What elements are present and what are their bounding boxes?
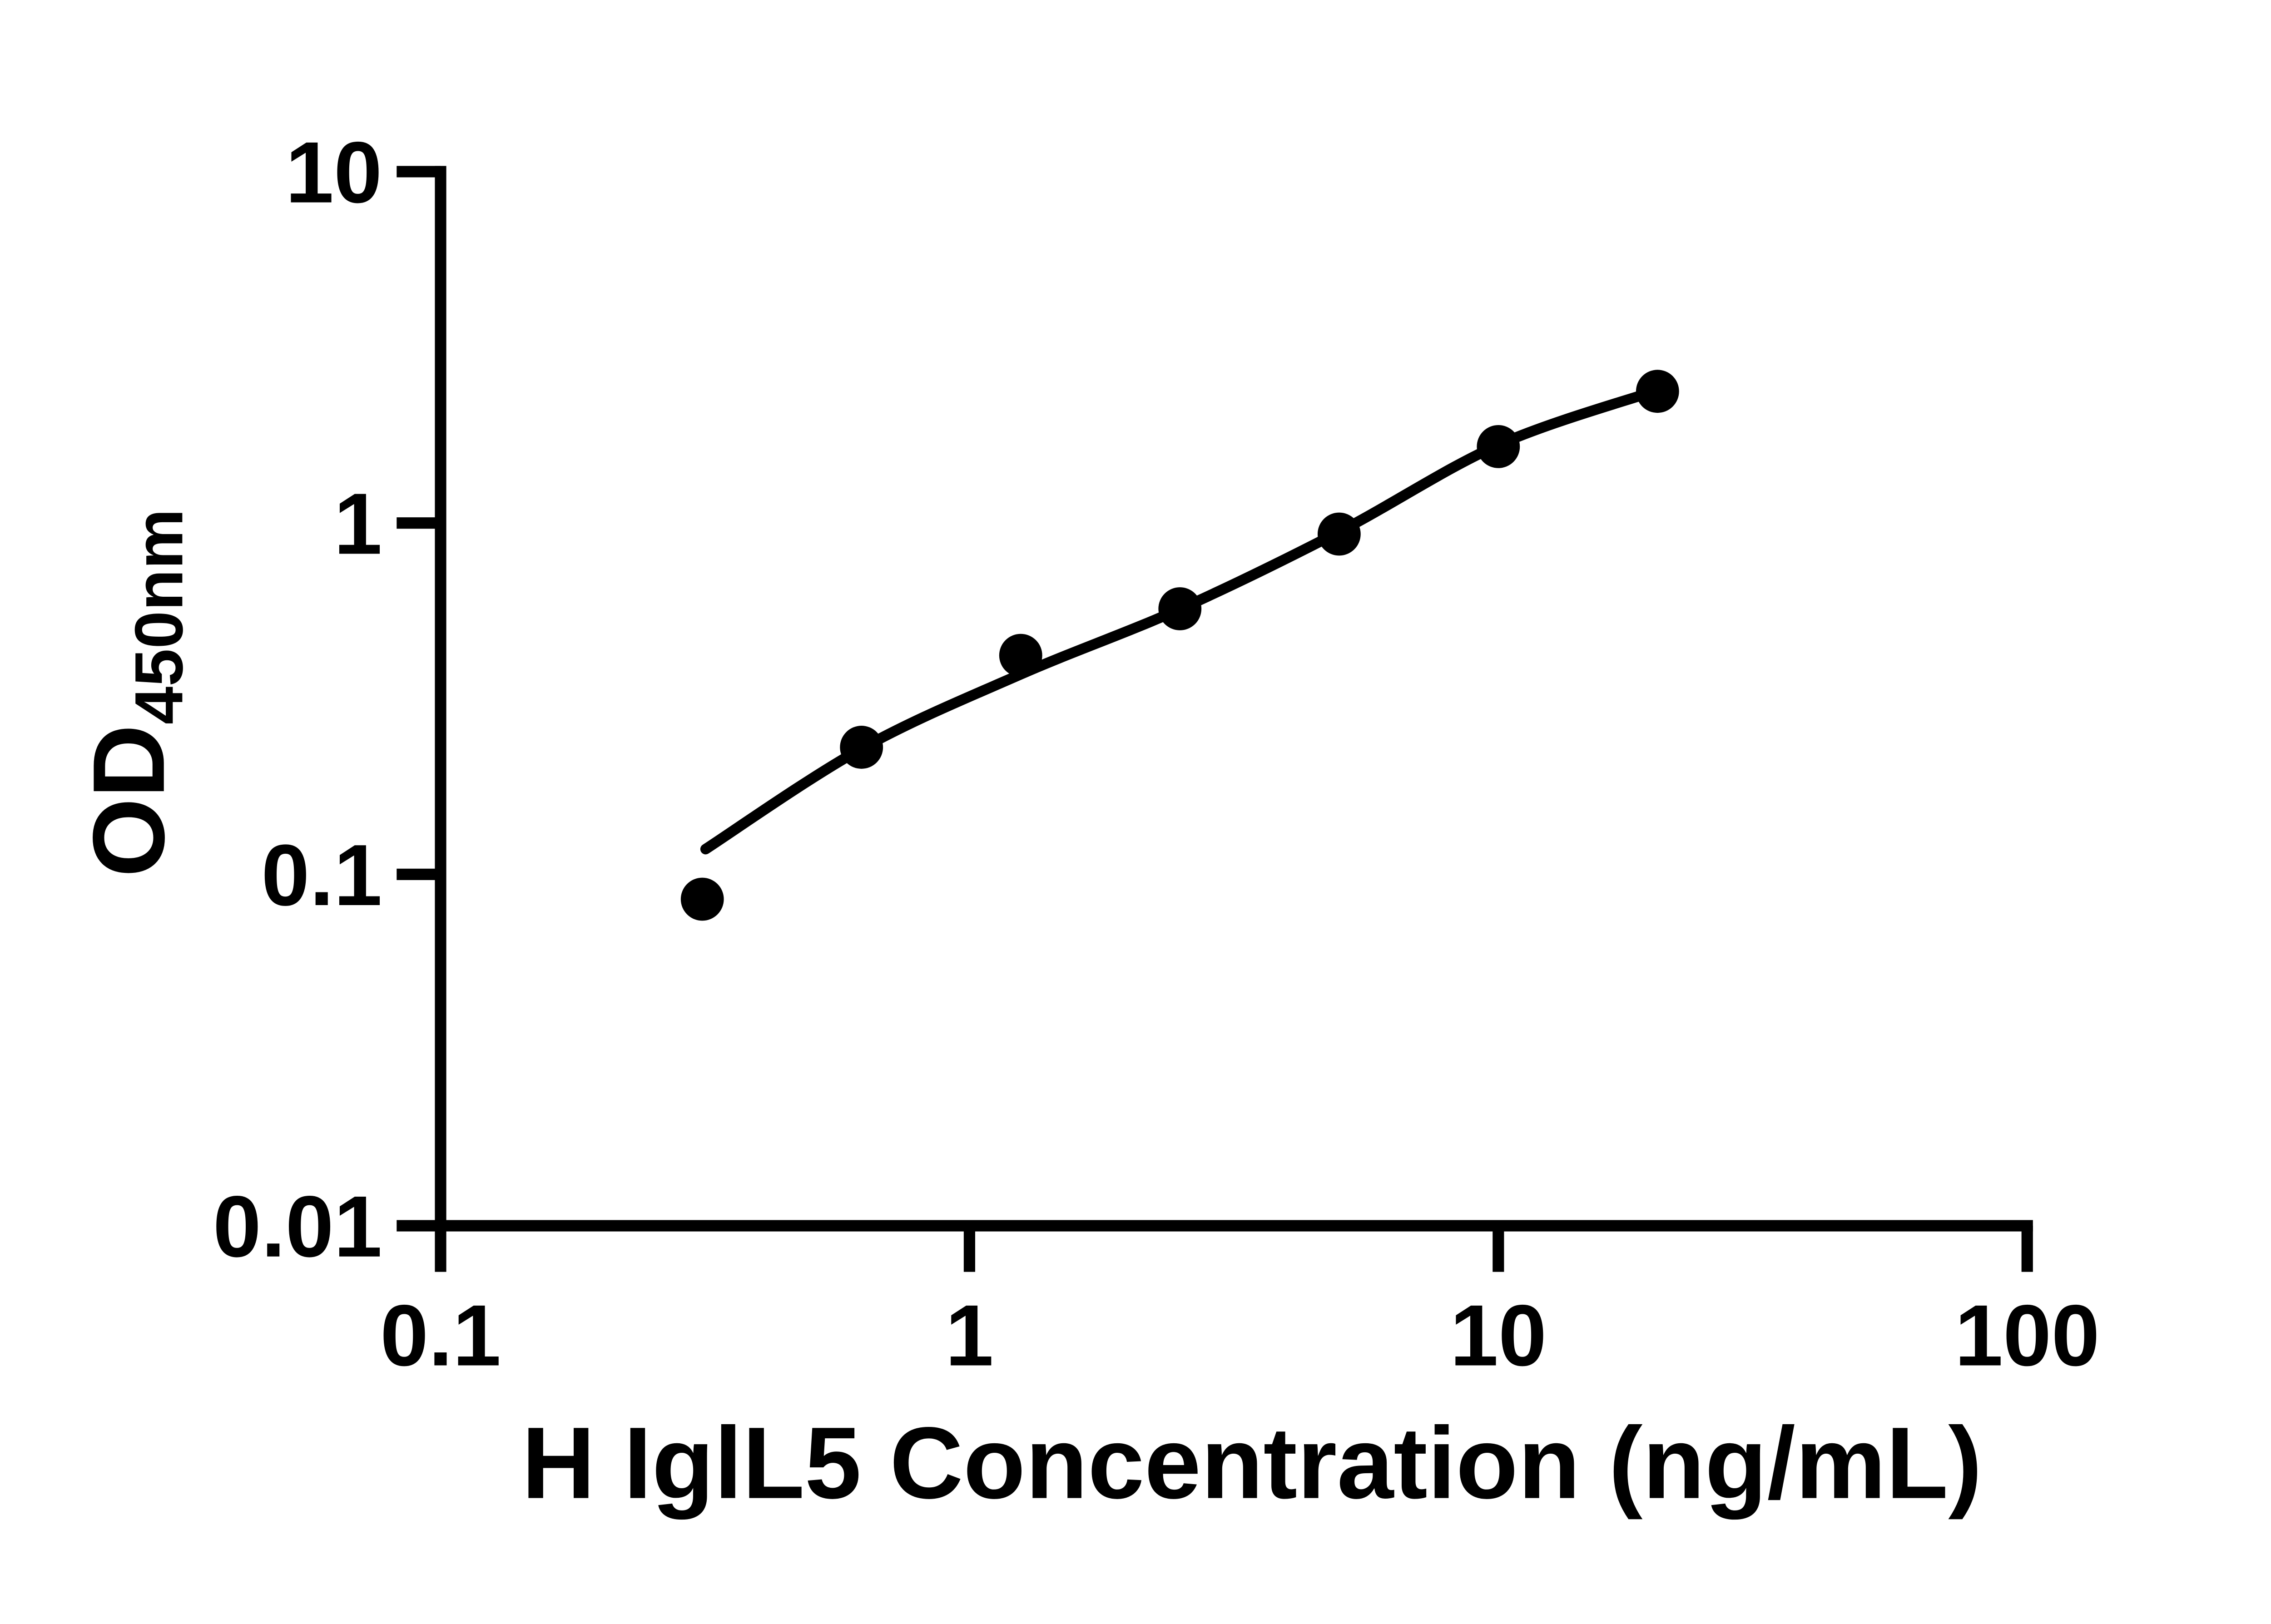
y-axis-ticks — [397, 166, 441, 1232]
data-point-marker — [1636, 370, 1679, 413]
y-axis: 10 1 0.1 0.01 — [213, 124, 446, 1275]
y-axis-tick-label: 10 — [285, 124, 382, 221]
y-axis-tick-label: 1 — [334, 475, 382, 572]
y-axis-tick-label: 0.01 — [213, 1178, 382, 1275]
y-axis-title-main: OD — [72, 724, 186, 877]
x-axis-ticks — [435, 1226, 2033, 1272]
data-point-marker — [1477, 425, 1520, 468]
y-axis-tick-labels: 10 1 0.1 0.01 — [213, 124, 382, 1275]
figure-background — [0, 26, 2271, 1598]
data-point-marker — [1158, 587, 1202, 630]
x-axis: 0.1 1 10 100 — [380, 1220, 2100, 1384]
y-axis-title-subscript: 450nm — [120, 509, 197, 724]
data-point-marker — [1317, 512, 1361, 556]
x-axis-tick-label: 10 — [1450, 1287, 1547, 1384]
x-axis-tick-label: 0.1 — [380, 1287, 501, 1384]
x-axis-tick-label: 100 — [1955, 1287, 2100, 1384]
data-point-marker — [840, 726, 883, 769]
data-point-marker — [999, 634, 1042, 677]
x-axis-title: H IglL5 Concentration (ng/mL) — [521, 1406, 1982, 1520]
x-axis-tick-labels: 0.1 1 10 100 — [380, 1287, 2100, 1384]
data-points — [680, 370, 1679, 921]
data-point-marker — [680, 877, 724, 921]
x-axis-tick-label: 1 — [945, 1287, 994, 1384]
y-axis-title: OD450nm — [72, 509, 197, 877]
y-axis-tick-label: 0.1 — [261, 827, 382, 924]
